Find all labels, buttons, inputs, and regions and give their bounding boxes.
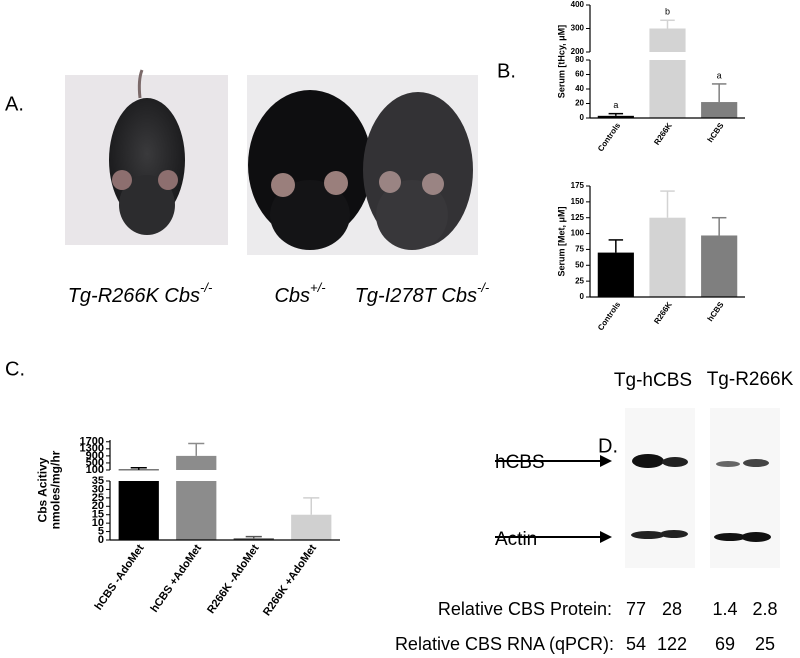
bar <box>597 115 634 118</box>
mouse-label: Tg-I278T Cbs-/- <box>355 280 490 307</box>
y-tick-label: 10 <box>92 517 104 529</box>
row-value: 1.4 <box>712 599 737 619</box>
bar <box>701 102 738 118</box>
y-tick-label: 35 <box>92 475 104 487</box>
row-value: 77 <box>626 599 646 619</box>
y-axis-title: Serum [Met, μM] <box>556 206 566 276</box>
row-value: 28 <box>662 599 682 619</box>
row-value: 25 <box>755 634 775 654</box>
bar <box>649 60 686 118</box>
mouse-label-text: Cbs <box>274 285 310 307</box>
annotation: a <box>717 70 722 80</box>
mouse-label-sup: -/- <box>200 280 213 295</box>
bar <box>118 469 159 471</box>
panel-label: C. <box>5 358 25 380</box>
y-tick-label: 1700 <box>80 436 104 448</box>
y-tick-label: 25 <box>92 492 104 504</box>
mouse-label-text: Tg-I278T Cbs <box>355 285 477 307</box>
x-tick-label: hCBS -AdoMet <box>93 542 147 612</box>
bar <box>176 455 217 470</box>
annotation: a <box>613 100 618 110</box>
mouse-label-sup: -/- <box>477 280 490 295</box>
mouse-label: Tg-R266K Cbs-/- <box>68 280 213 307</box>
y-tick-label: 100 <box>86 464 104 476</box>
band-label: hCBS <box>495 452 545 473</box>
mouse-label: Cbs+/- <box>274 280 326 307</box>
y-tick-label: 20 <box>92 500 104 512</box>
x-tick-label: R266K <box>652 300 674 326</box>
panel-label: B. <box>497 60 516 82</box>
y-tick-label: 0 <box>580 292 585 301</box>
western-blot <box>495 408 780 568</box>
row-label: Relative CBS RNA (qPCR): <box>395 634 614 654</box>
y-tick-label: 100 <box>571 229 585 238</box>
y-tick-label: 125 <box>571 213 585 222</box>
y-tick-label: 1300 <box>80 443 104 455</box>
y-tick-label: 25 <box>575 276 584 285</box>
y-tick-label: 80 <box>575 55 584 64</box>
y-tick-label: 900 <box>86 450 104 462</box>
y-tick-label: 400 <box>571 0 585 9</box>
bar <box>291 514 332 540</box>
y-tick-label: 75 <box>575 245 584 254</box>
y-tick-label: 150 <box>571 197 585 206</box>
y-tick-label: 50 <box>575 260 584 269</box>
x-tick-label: hCBS <box>706 121 726 145</box>
x-tick-label: R266K +AdoMet <box>261 542 319 618</box>
y-axis-title: nmoles/mg/hr <box>49 450 63 529</box>
bar <box>597 252 634 297</box>
y-tick-label: 60 <box>575 70 584 79</box>
annotation: b <box>665 7 670 17</box>
row-label: Relative CBS Protein: <box>438 599 612 619</box>
y-tick-label: 20 <box>575 99 584 108</box>
lane-label: Tg-hCBS <box>614 370 692 391</box>
y-tick-label: 5 <box>98 525 104 537</box>
lane-label: Tg-R266K <box>707 369 794 390</box>
y-axis-title: Cbs Acitivy <box>36 457 50 522</box>
y-tick-label: 300 <box>571 24 585 33</box>
row-value: 2.8 <box>752 599 777 619</box>
bar <box>701 235 738 297</box>
y-tick-label: 200 <box>571 47 585 56</box>
x-tick-label: Controls <box>596 121 623 154</box>
x-tick-label: R266K -AdoMet <box>205 542 262 616</box>
mouse-photo <box>247 75 478 255</box>
y-tick-label: 0 <box>580 113 585 122</box>
y-tick-label: 30 <box>92 483 104 495</box>
mouse-label-text: Tg-R266K Cbs <box>68 285 200 307</box>
row-value: 69 <box>715 634 735 654</box>
y-tick-label: 500 <box>86 457 104 469</box>
bar <box>233 538 274 540</box>
panel-label: A. <box>5 93 24 115</box>
bar <box>649 217 686 297</box>
y-tick-label: 175 <box>571 181 585 190</box>
y-tick-label: 15 <box>92 509 104 521</box>
y-axis-title: Serum [tHcy, μM] <box>556 25 566 98</box>
x-tick-label: Controls <box>596 300 623 333</box>
bar <box>118 481 159 540</box>
x-tick-label: hCBS <box>706 300 726 324</box>
y-tick-label: 40 <box>575 84 584 93</box>
x-tick-label: R266K <box>652 121 674 147</box>
row-value: 122 <box>657 634 687 654</box>
panel-label: D. <box>598 435 618 457</box>
mouse-photo <box>65 69 228 245</box>
mouse-label-sup: +/- <box>310 280 326 295</box>
band-label: Actin <box>495 529 537 550</box>
x-tick-label: hCBS +AdoMet <box>149 542 205 614</box>
bar <box>176 481 217 540</box>
bar <box>649 28 686 52</box>
y-tick-label: 0 <box>98 534 104 546</box>
row-value: 54 <box>626 634 646 654</box>
